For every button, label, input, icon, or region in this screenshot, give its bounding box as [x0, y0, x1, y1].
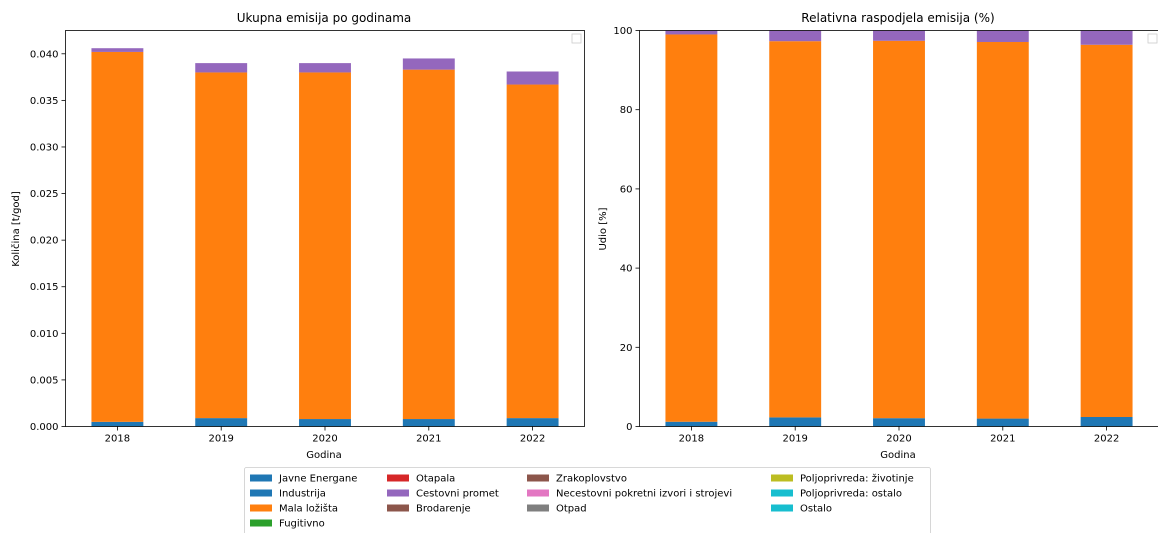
bar-mala-lo-i-ta-2019 — [195, 72, 247, 418]
legend-swatch — [387, 475, 409, 482]
legend-label: Cestovni promet — [416, 489, 499, 500]
legend-swatch — [250, 475, 272, 482]
legend: Javne Energane Industrija Mala ložišta Fugi… — [245, 468, 931, 534]
x-axis-label: Godina — [880, 450, 915, 461]
y-tick-label: 60 — [620, 184, 633, 195]
bar-cestovni-promet-2021 — [403, 58, 455, 69]
y-tick-label: 80 — [620, 105, 633, 116]
x-tick-label: 2019 — [782, 434, 807, 445]
x-axis-ticks: 2018 2019 2020 2021 2022 — [105, 427, 546, 445]
bar-cestovni-promet-2022 — [507, 71, 559, 84]
x-tick-label: 2021 — [990, 434, 1015, 445]
bar-javne-energane-2019 — [769, 417, 821, 426]
bar-cestovni-promet-2020 — [299, 63, 351, 72]
y-axis-ticks: 0 20 40 60 80 100 — [613, 26, 639, 433]
x-tick-label: 2018 — [679, 434, 704, 445]
x-axis-ticks: 2018 2019 2020 2021 2022 — [679, 427, 1120, 445]
bar-cestovni-promet-2022 — [1081, 31, 1133, 45]
y-tick-label: 0.040 — [30, 49, 59, 60]
legend-label: Otpad — [556, 504, 587, 515]
y-tick-label: 0.015 — [30, 282, 59, 293]
chart-title: Relativna raspodjela emisija (%) — [801, 11, 994, 25]
legend-swatch — [387, 505, 409, 512]
legend-label: Ostalo — [800, 504, 832, 515]
bar-javne-energane-2022 — [507, 418, 559, 426]
bar-mala-lo-i-ta-2020 — [299, 72, 351, 419]
y-axis-label: Količina [t/god] — [10, 191, 22, 267]
legend-label: Fugitivno — [279, 519, 325, 530]
y-tick-label: 0.025 — [30, 189, 59, 200]
x-tick-label: 2018 — [105, 434, 130, 445]
bar-layer — [665, 31, 1132, 427]
legend-label: Zrakoplovstvo — [556, 474, 627, 485]
bar-cestovni-promet-2018 — [91, 48, 143, 52]
bar-javne-energane-2021 — [977, 419, 1029, 427]
legend-swatch — [527, 475, 549, 482]
y-axis-ticks: 0.000 0.005 0.010 0.015 0.020 0.025 0.030 0.035… — [30, 49, 66, 433]
chart-title: Ukupna emisija po godinama — [237, 11, 412, 25]
y-tick-label: 100 — [613, 26, 632, 37]
legend-label: Otapala — [416, 474, 455, 485]
legend-swatch — [527, 490, 549, 497]
y-tick-label: 20 — [620, 343, 633, 354]
legend-swatch — [387, 490, 409, 497]
legend-swatch — [771, 505, 793, 512]
x-tick-label: 2022 — [1094, 434, 1119, 445]
legend-label: Brodarenje — [416, 504, 471, 515]
legend-label: Poljoprivreda: ostalo — [800, 489, 902, 500]
chart-relative-emissions: Relativna raspodjela emisija (%) Godina … — [598, 11, 1158, 461]
bar-mala-lo-i-ta-2018 — [91, 52, 143, 422]
legend-label: Javne Energane — [278, 474, 357, 485]
legend-swatch — [250, 490, 272, 497]
legend-label: Necestovni pokretni izvori i strojevi — [556, 489, 732, 500]
y-tick-label: 0.000 — [30, 422, 59, 433]
y-tick-label: 0.035 — [30, 96, 59, 107]
legend-swatch — [250, 505, 272, 512]
y-tick-label: 0.010 — [30, 329, 59, 340]
y-tick-label: 0.020 — [30, 236, 59, 247]
bar-javne-energane-2018 — [91, 422, 143, 427]
bar-javne-energane-2020 — [873, 418, 925, 426]
bar-cestovni-promet-2019 — [769, 31, 821, 42]
legend-swatch — [250, 520, 272, 527]
bar-cestovni-promet-2019 — [195, 63, 247, 72]
x-axis-label: Godina — [306, 450, 341, 461]
bar-cestovni-promet-2021 — [977, 31, 1029, 42]
bar-mala-lo-i-ta-2019 — [769, 41, 821, 417]
bar-cestovni-promet-2018 — [665, 31, 717, 35]
legend-swatch — [527, 505, 549, 512]
legend-swatch — [771, 475, 793, 482]
legend-label: Industrija — [279, 489, 326, 500]
bar-mala-lo-i-ta-2022 — [507, 85, 559, 419]
bar-javne-energane-2018 — [665, 422, 717, 427]
bar-javne-energane-2021 — [403, 419, 455, 426]
y-axis-label: Udio [%] — [598, 207, 609, 250]
bar-mala-lo-i-ta-2022 — [1081, 45, 1133, 417]
y-tick-label: 0.005 — [30, 375, 59, 386]
bar-javne-energane-2020 — [299, 419, 351, 426]
legend-label: Mala ložišta — [279, 503, 338, 515]
bar-javne-energane-2022 — [1081, 417, 1133, 427]
x-tick-label: 2020 — [886, 434, 911, 445]
bar-mala-lo-i-ta-2020 — [873, 41, 925, 418]
y-tick-label: 0 — [626, 422, 632, 433]
x-tick-label: 2022 — [520, 434, 545, 445]
x-tick-label: 2020 — [312, 434, 337, 445]
bar-mala-lo-i-ta-2021 — [403, 70, 455, 419]
y-tick-label: 40 — [620, 264, 633, 275]
legend-swatch — [771, 490, 793, 497]
bar-javne-energane-2019 — [195, 418, 247, 426]
bar-cestovni-promet-2020 — [873, 31, 925, 41]
chart-total-emissions: Ukupna emisija po godinama Godina Količi… — [10, 11, 585, 461]
bar-mala-lo-i-ta-2021 — [977, 42, 1029, 419]
empty-legend-box — [572, 34, 581, 43]
empty-legend-box — [1148, 34, 1157, 43]
bar-mala-lo-i-ta-2018 — [665, 34, 717, 421]
y-tick-label: 0.030 — [30, 142, 59, 153]
x-tick-label: 2021 — [416, 434, 441, 445]
legend-label: Poljoprivreda: životinje — [800, 473, 914, 485]
x-tick-label: 2019 — [208, 434, 233, 445]
bar-layer — [91, 48, 558, 426]
